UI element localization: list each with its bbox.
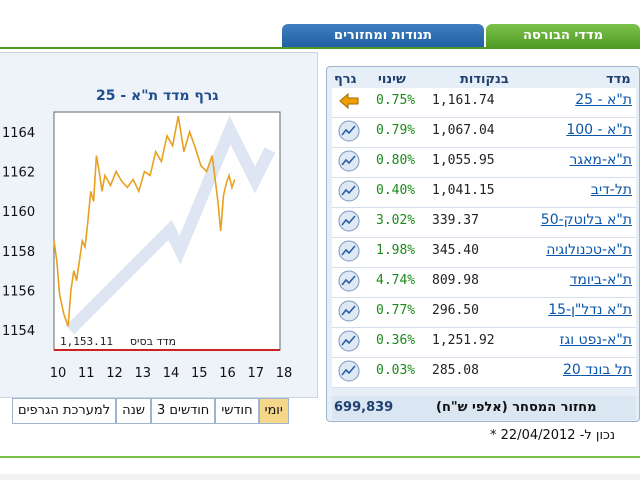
tab-underline bbox=[0, 47, 640, 49]
period-button-bar: למערכת הגרפים שנה 3 חודשים חודשי יומי bbox=[12, 398, 289, 424]
turnover-label: מחזור המסחר (אלפי ש"ח) bbox=[436, 400, 597, 415]
x-tick-label: 18 bbox=[276, 366, 293, 381]
index-change: 0.75% bbox=[376, 93, 416, 108]
index-name-link[interactable]: ת"א - 25 bbox=[575, 92, 632, 108]
index-change: 0.80% bbox=[376, 153, 416, 168]
y-tick-label: 1162 bbox=[2, 166, 35, 181]
bottom-strip bbox=[0, 474, 640, 480]
year-button[interactable]: שנה bbox=[116, 398, 152, 424]
graph-icon[interactable] bbox=[338, 330, 360, 352]
x-tick-label: 10 bbox=[50, 366, 67, 381]
table-row bbox=[332, 238, 636, 268]
index-points: 1,161.74 bbox=[432, 93, 495, 108]
graph-icon[interactable] bbox=[338, 300, 360, 322]
table-row bbox=[332, 118, 636, 148]
graph-icon[interactable] bbox=[338, 240, 360, 262]
index-name-link[interactable]: ת"א נדל"ן-15 bbox=[548, 302, 632, 318]
updated-date: * נכון ל- 22/04/2012 bbox=[490, 428, 616, 443]
index-points: 1,067.04 bbox=[432, 123, 495, 138]
base-label: מדד בסיס bbox=[130, 335, 176, 348]
graph-system-button[interactable]: למערכת הגרפים bbox=[12, 398, 117, 424]
index-points: 345.40 bbox=[432, 243, 479, 258]
x-axis: 10 11 12 13 14 15 16 17 18 bbox=[50, 366, 293, 381]
index-name-link[interactable]: תל-דיב bbox=[590, 182, 632, 198]
index-points: 285.08 bbox=[432, 363, 479, 378]
index-name-link[interactable]: ת"א-ביומד bbox=[569, 272, 632, 288]
graph-icon[interactable] bbox=[338, 180, 360, 202]
x-tick-label: 11 bbox=[78, 366, 95, 381]
header-index: מדד bbox=[606, 72, 631, 87]
index-name-link[interactable]: ת"א-נפט וגז bbox=[559, 332, 632, 348]
x-tick-label: 12 bbox=[106, 366, 123, 381]
table-row bbox=[332, 298, 636, 328]
index-change: 1.98% bbox=[376, 243, 416, 258]
index-points: 339.37 bbox=[432, 213, 479, 228]
table-row bbox=[332, 328, 636, 358]
index-change: 0.79% bbox=[376, 123, 416, 138]
x-tick-label: 17 bbox=[247, 366, 264, 381]
bottom-divider bbox=[0, 456, 640, 458]
x-tick-label: 13 bbox=[134, 366, 151, 381]
chart-title: גרף מדד ת"א - 25 bbox=[96, 88, 219, 104]
table-row bbox=[332, 88, 636, 118]
index-name-link[interactable]: ת"א-טכנולוגיה bbox=[546, 242, 632, 258]
graph-icon[interactable] bbox=[338, 210, 360, 232]
x-tick-label: 15 bbox=[191, 366, 208, 381]
y-tick-label: 1160 bbox=[2, 205, 35, 220]
turnover-row bbox=[332, 396, 636, 420]
base-value: 1,153.11 bbox=[60, 335, 113, 348]
monthly-button[interactable]: חודשי bbox=[215, 398, 259, 424]
index-change: 4.74% bbox=[376, 273, 416, 288]
y-tick-label: 1164 bbox=[2, 126, 35, 141]
y-tick-label: 1158 bbox=[2, 245, 35, 260]
series-line bbox=[53, 115, 236, 327]
index-points: 296.50 bbox=[432, 303, 479, 318]
x-tick-label: 14 bbox=[163, 366, 180, 381]
index-points: 1,055.95 bbox=[432, 153, 495, 168]
header-graph: גרף bbox=[334, 72, 357, 87]
table-row bbox=[332, 358, 636, 388]
index-change: 0.77% bbox=[376, 303, 416, 318]
index-change: 0.36% bbox=[376, 333, 416, 348]
tab-movements-turnover[interactable]: תנודות ומחזורים bbox=[282, 24, 484, 48]
index-name-link[interactable]: ת"א-מאגר bbox=[569, 152, 632, 168]
x-tick-label: 16 bbox=[219, 366, 236, 381]
daily-button[interactable]: יומי bbox=[258, 398, 289, 424]
turnover-value: 699,839 bbox=[334, 400, 394, 415]
graph-icon[interactable] bbox=[338, 360, 360, 382]
index-change: 0.03% bbox=[376, 363, 416, 378]
watermark-shape bbox=[65, 115, 276, 335]
y-tick-label: 1154 bbox=[2, 324, 35, 339]
index-points: 1,041.15 bbox=[432, 183, 495, 198]
index-name-link[interactable]: ת"א בלוטק-50 bbox=[540, 212, 632, 228]
graph-icon[interactable] bbox=[338, 270, 360, 292]
graph-icon[interactable] bbox=[338, 150, 360, 172]
index-points: 1,251.92 bbox=[432, 333, 495, 348]
y-tick-label: 1156 bbox=[2, 285, 35, 300]
tab-index-quotes[interactable]: מדדי הבורסה bbox=[486, 24, 640, 48]
index-name-link[interactable]: ת"א - 100 bbox=[566, 122, 632, 138]
index-change: 0.40% bbox=[376, 183, 416, 198]
index-points: 809.98 bbox=[432, 273, 479, 288]
table-row bbox=[332, 148, 636, 178]
index-name-link[interactable]: תל בונד 20 bbox=[562, 362, 632, 378]
table-row bbox=[332, 178, 636, 208]
y-axis: 1164 1162 1160 1158 1156 1154 bbox=[2, 126, 35, 339]
arrow-icon[interactable] bbox=[338, 90, 360, 112]
graph-icon[interactable] bbox=[338, 120, 360, 142]
table-row bbox=[332, 208, 636, 238]
three-months-button[interactable]: 3 חודשים bbox=[151, 398, 216, 424]
header-points: בנקודות bbox=[460, 72, 509, 87]
index-change: 3.02% bbox=[376, 213, 416, 228]
header-change: שינוי bbox=[378, 72, 406, 87]
table-row bbox=[332, 268, 636, 298]
